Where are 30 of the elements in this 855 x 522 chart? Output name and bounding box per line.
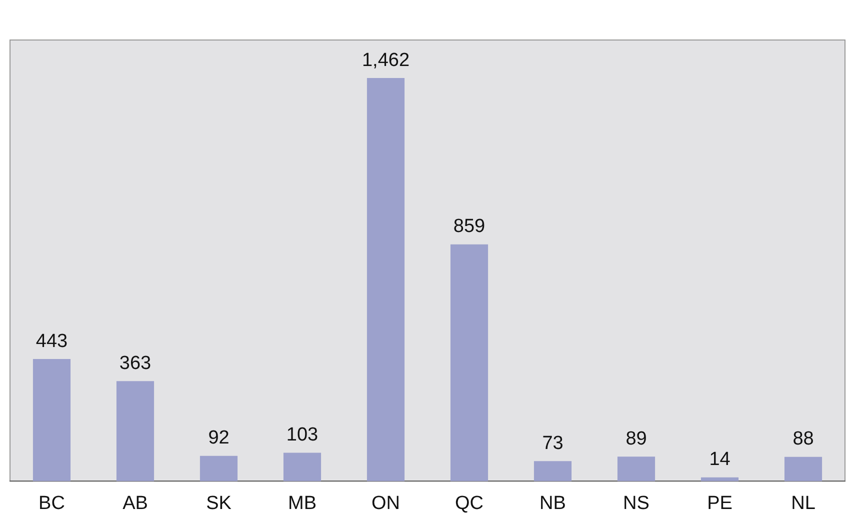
bar	[366, 78, 405, 482]
bar	[450, 244, 488, 482]
bar	[200, 456, 238, 482]
bar	[617, 456, 656, 482]
x-tick-label: QC	[455, 492, 484, 514]
data-label: 73	[542, 432, 564, 454]
x-tick-label: MB	[288, 492, 316, 514]
x-tick-label: PE	[707, 492, 732, 514]
x-tick-label: BC	[38, 492, 65, 514]
data-label: 88	[792, 428, 814, 450]
data-label: 443	[36, 330, 68, 352]
data-label: 859	[453, 216, 486, 238]
x-tick-label: SK	[206, 492, 232, 514]
bar	[784, 456, 822, 482]
bar	[32, 359, 71, 482]
data-label: 1,462	[362, 50, 410, 71]
bar	[283, 452, 322, 482]
data-label: 92	[208, 428, 230, 449]
bar	[534, 461, 572, 482]
data-label: 103	[286, 424, 318, 446]
data-label: 363	[119, 352, 152, 374]
x-tick-label: AB	[122, 492, 148, 514]
x-tick-label: ON	[372, 492, 400, 514]
x-tick-label: NB	[540, 492, 566, 514]
x-tick-label: NS	[623, 492, 650, 514]
bar	[116, 381, 154, 482]
x-tick-label: NL	[791, 492, 816, 514]
bar	[700, 477, 739, 482]
data-label: 14	[709, 449, 731, 470]
data-label: 89	[626, 428, 647, 450]
